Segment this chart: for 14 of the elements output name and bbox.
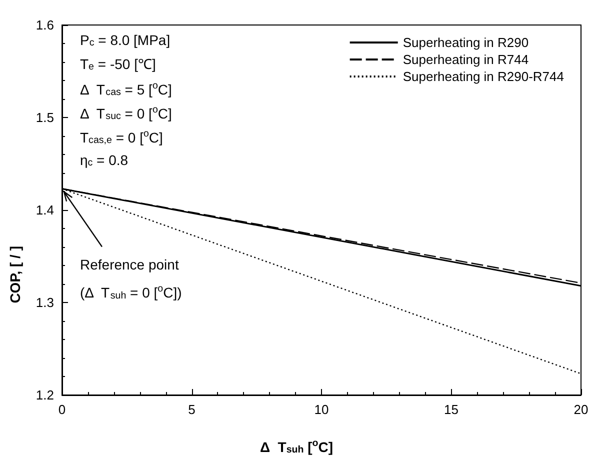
x-tick-label: 15 bbox=[444, 402, 458, 417]
legend-label: Superheating in R744 bbox=[402, 52, 529, 67]
y-tick-label: 1.4 bbox=[36, 202, 54, 218]
y-tick-label: 1.5 bbox=[36, 110, 54, 125]
x-tick-label: 10 bbox=[314, 402, 329, 417]
y-tick-label: 1.6 bbox=[36, 18, 54, 32]
y-tick-label: 1.2 bbox=[36, 388, 54, 402]
x-tick-label: 20 bbox=[574, 402, 588, 417]
y-axis-title: COP, [ / ] bbox=[7, 246, 23, 304]
legend-label: Superheating in R290 bbox=[402, 35, 529, 50]
x-tick-label: 5 bbox=[188, 402, 196, 417]
y-tick-label: 1.3 bbox=[36, 295, 54, 310]
legend-label: Superheating in R290-R744 bbox=[402, 69, 564, 84]
x-tick-label: 0 bbox=[58, 402, 66, 417]
